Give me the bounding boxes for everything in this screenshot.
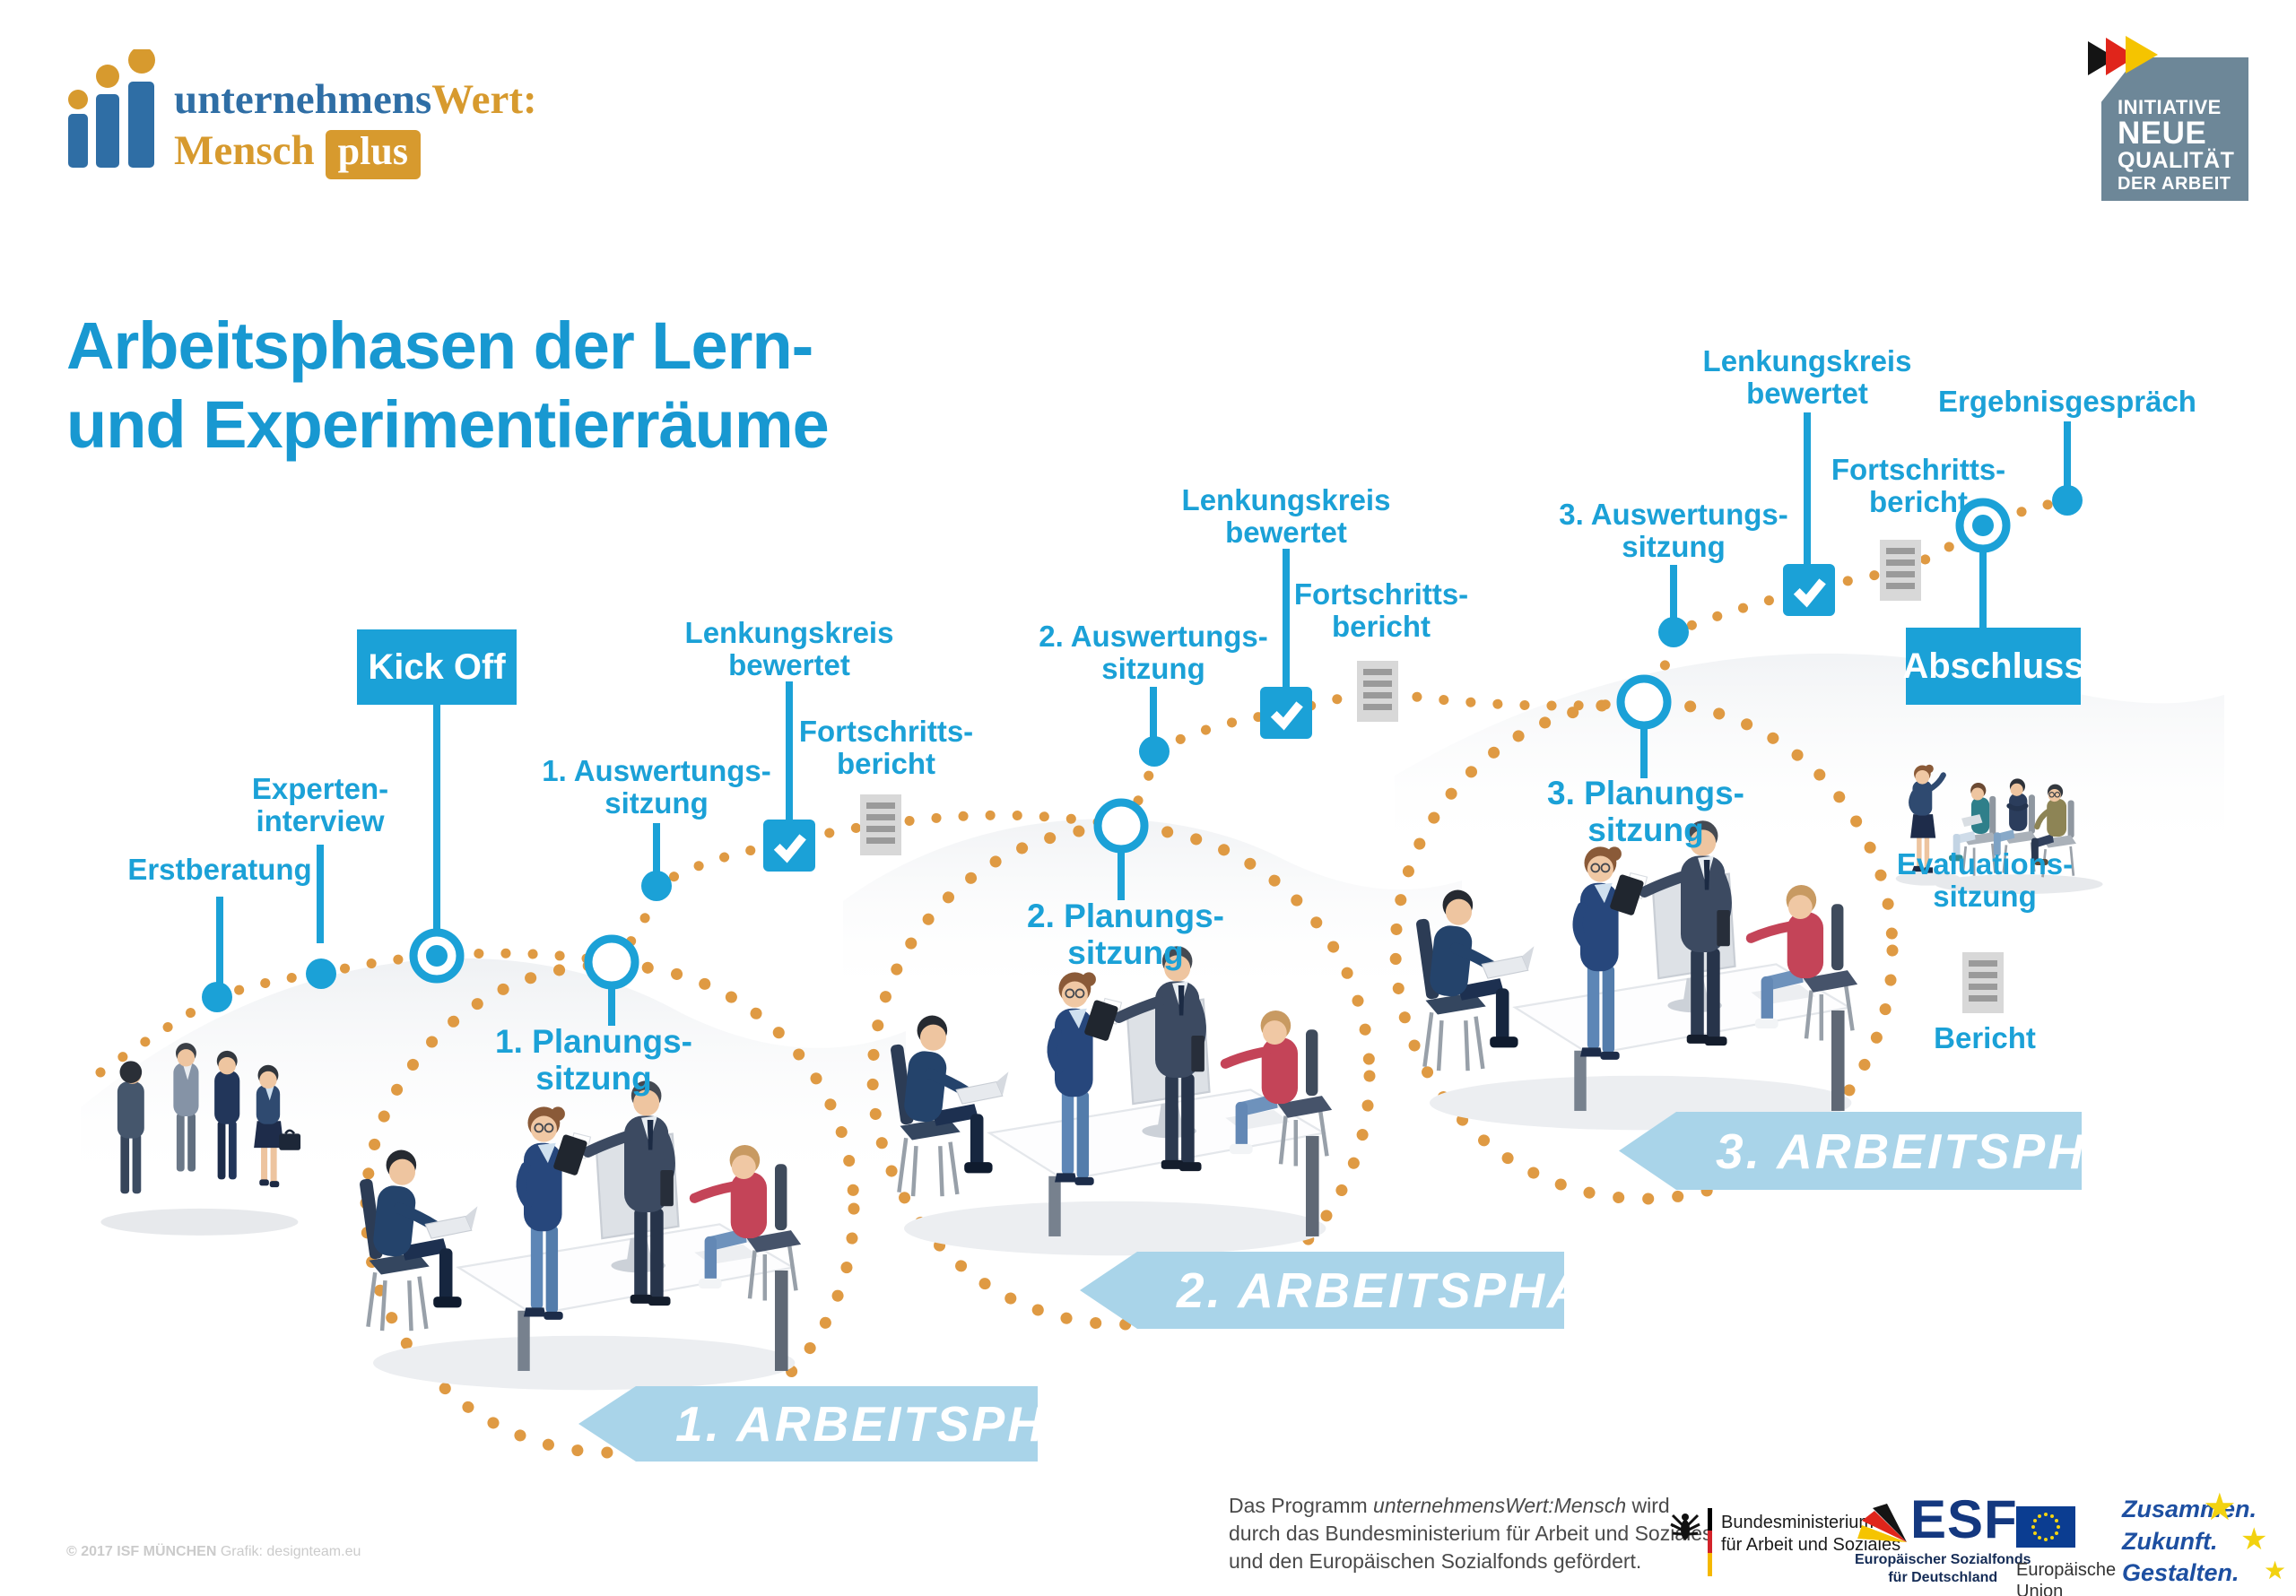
copyright-rest: Grafik: designteam.eu bbox=[216, 1544, 361, 1559]
label-lenkungskreis-2: Lenkungskreis bewertet bbox=[1181, 483, 1391, 550]
node-ergebnisgespraech bbox=[2052, 485, 2083, 516]
label-auswertung-2: 2. Auswertungs- sitzung bbox=[1039, 620, 1268, 686]
node-planung-3 bbox=[1616, 674, 1672, 730]
label-planung-3: 3. Planungs- sitzung bbox=[1547, 775, 1744, 848]
label-auswertung-3: 3. Auswertungs- sitzung bbox=[1559, 498, 1788, 564]
label-planung-2: 2. Planungs- sitzung bbox=[1027, 898, 1224, 971]
copyright-note: © 2017 ISF MÜNCHEN Grafik: designteam.eu bbox=[66, 1544, 361, 1560]
banner-arbeitsphase-2: 2. ARBEITSPHASE bbox=[1080, 1252, 1564, 1329]
checkmark-icon bbox=[1260, 687, 1312, 739]
banner-arbeitsphase-1: 1. ARBEITSPHASE bbox=[578, 1386, 1038, 1462]
star-icon: ★ bbox=[2264, 1557, 2287, 1584]
eu-flag-icon bbox=[2016, 1506, 2075, 1548]
page-title: Arbeitsphasen der Lern- und Experimentie… bbox=[66, 308, 830, 463]
report-icon bbox=[1962, 952, 2004, 1013]
report-icon bbox=[860, 794, 901, 855]
checkmark-icon bbox=[763, 820, 815, 872]
star-icon: ★ bbox=[2240, 1522, 2268, 1557]
label-auswertung-1: 1. Auswertungs- sitzung bbox=[542, 754, 771, 820]
uwm-people-bars-icon bbox=[68, 49, 155, 168]
report-icon bbox=[1880, 540, 1921, 601]
funding-pre: Das Programm bbox=[1229, 1494, 1374, 1517]
esf-wordmark: ESF bbox=[1910, 1489, 2018, 1549]
eu-logo-text: Europäische Union bbox=[2016, 1560, 2117, 1596]
node-auswertung-2 bbox=[1139, 736, 1170, 767]
esf-subtitle: Europäischer Sozialfonds für Deutschland bbox=[1855, 1552, 2031, 1585]
label-ergebnisgespraech: Ergebnisgespräch bbox=[1938, 385, 2196, 418]
copyright-bold: © 2017 ISF MÜNCHEN bbox=[66, 1544, 217, 1559]
node-auswertung-3 bbox=[1658, 617, 1689, 647]
phase-circle-2 bbox=[866, 821, 1376, 1331]
abschluss-box: Abschluss bbox=[1902, 628, 2084, 705]
federal-eagle-icon bbox=[1670, 1514, 1700, 1540]
brand-word-1: unternehmens bbox=[174, 76, 432, 123]
brand-word-3: Mensch bbox=[174, 127, 315, 175]
report-icon bbox=[1357, 661, 1398, 722]
node-abschluss bbox=[1955, 498, 2011, 553]
inqa-arrows-icon bbox=[2088, 36, 2158, 75]
label-planung-1: 1. Planungs- sitzung bbox=[495, 1023, 692, 1097]
inqa-line-1: INITIATIVE bbox=[2118, 96, 2222, 118]
bmas-logo-text: Bundesministerium für Arbeit und Soziale… bbox=[1721, 1513, 1901, 1555]
node-kickoff bbox=[409, 928, 465, 984]
label-lenkungskreis-1: Lenkungskreis bewertet bbox=[684, 616, 894, 682]
timeline-nodes bbox=[202, 485, 2083, 1012]
label-stems bbox=[216, 412, 2071, 1026]
label-fortschrittsbericht-1: Fortschritts- bericht bbox=[798, 715, 974, 781]
checkmark-icon bbox=[1783, 564, 1835, 616]
label-evaluationssitzung: Evaluations- sitzung bbox=[1896, 847, 2074, 914]
meeting-illustration-3 bbox=[1415, 820, 1857, 1130]
funding-line-2: durch das Bundesministerium für Arbeit u… bbox=[1229, 1521, 1713, 1545]
node-auswertung-1 bbox=[641, 871, 672, 901]
node-planung-2 bbox=[1093, 798, 1149, 854]
label-erstberatung: Erstberatung bbox=[127, 853, 312, 886]
star-icon: ★ bbox=[2203, 1486, 2237, 1528]
uwm-logo: unternehmensWert: Mensch plus bbox=[66, 49, 537, 179]
node-experteninterview bbox=[306, 958, 336, 989]
label-bericht: Bericht bbox=[1934, 1021, 2036, 1054]
label-experteninterview: Experten- interview bbox=[251, 772, 389, 838]
label-fortschrittsbericht-2: Fortschritts- bericht bbox=[1293, 577, 1469, 644]
inqa-line-3: QUALITÄT bbox=[2118, 148, 2235, 174]
inqa-logo: INITIATIVE NEUE QUALITÄT DER ARBEIT bbox=[2101, 57, 2248, 201]
uwm-logo-wordmark: unternehmensWert: Mensch plus bbox=[174, 49, 537, 179]
node-planung-1 bbox=[584, 934, 639, 990]
inqa-line-4: DER ARBEIT bbox=[2118, 173, 2231, 194]
bmas-logo: Bundesministerium für Arbeit und Soziale… bbox=[1668, 1508, 1900, 1576]
funding-line-3: und den Europäischen Sozialfonds geförde… bbox=[1229, 1548, 1642, 1573]
claim-text: Zusammen. Zukunft. Gestalten. bbox=[2122, 1496, 2257, 1587]
banner-arbeitsphase-3: 3. ARBEITSPHASE bbox=[1619, 1112, 2082, 1190]
german-flag-stripe bbox=[1708, 1508, 1712, 1576]
phase-circle-3 bbox=[1389, 696, 1899, 1205]
funding-post: wird bbox=[1626, 1494, 1670, 1517]
esf-logo: ESF Europäischer Sozialfonds für Deutsch… bbox=[1855, 1489, 2031, 1587]
funding-note: Das Programm unternehmensWert:Mensch wir… bbox=[1229, 1492, 1713, 1574]
node-erstberatung bbox=[202, 982, 232, 1012]
esf-fan-icon bbox=[1857, 1504, 1907, 1542]
label-lenkungskreis-3: Lenkungskreis bewertet bbox=[1702, 344, 1912, 411]
inqa-line-2: NEUE bbox=[2118, 116, 2207, 152]
brand-word-2: Wert: bbox=[431, 76, 537, 123]
label-fortschrittsbericht-3: Fortschritts- bericht bbox=[1831, 453, 2006, 519]
eu-logo: Europäische Union bbox=[2016, 1506, 2116, 1596]
funding-program-name: unternehmensWert:Mensch bbox=[1373, 1494, 1627, 1517]
kickoff-box: Kick Off bbox=[357, 629, 517, 705]
brand-plus-badge: plus bbox=[325, 129, 421, 179]
